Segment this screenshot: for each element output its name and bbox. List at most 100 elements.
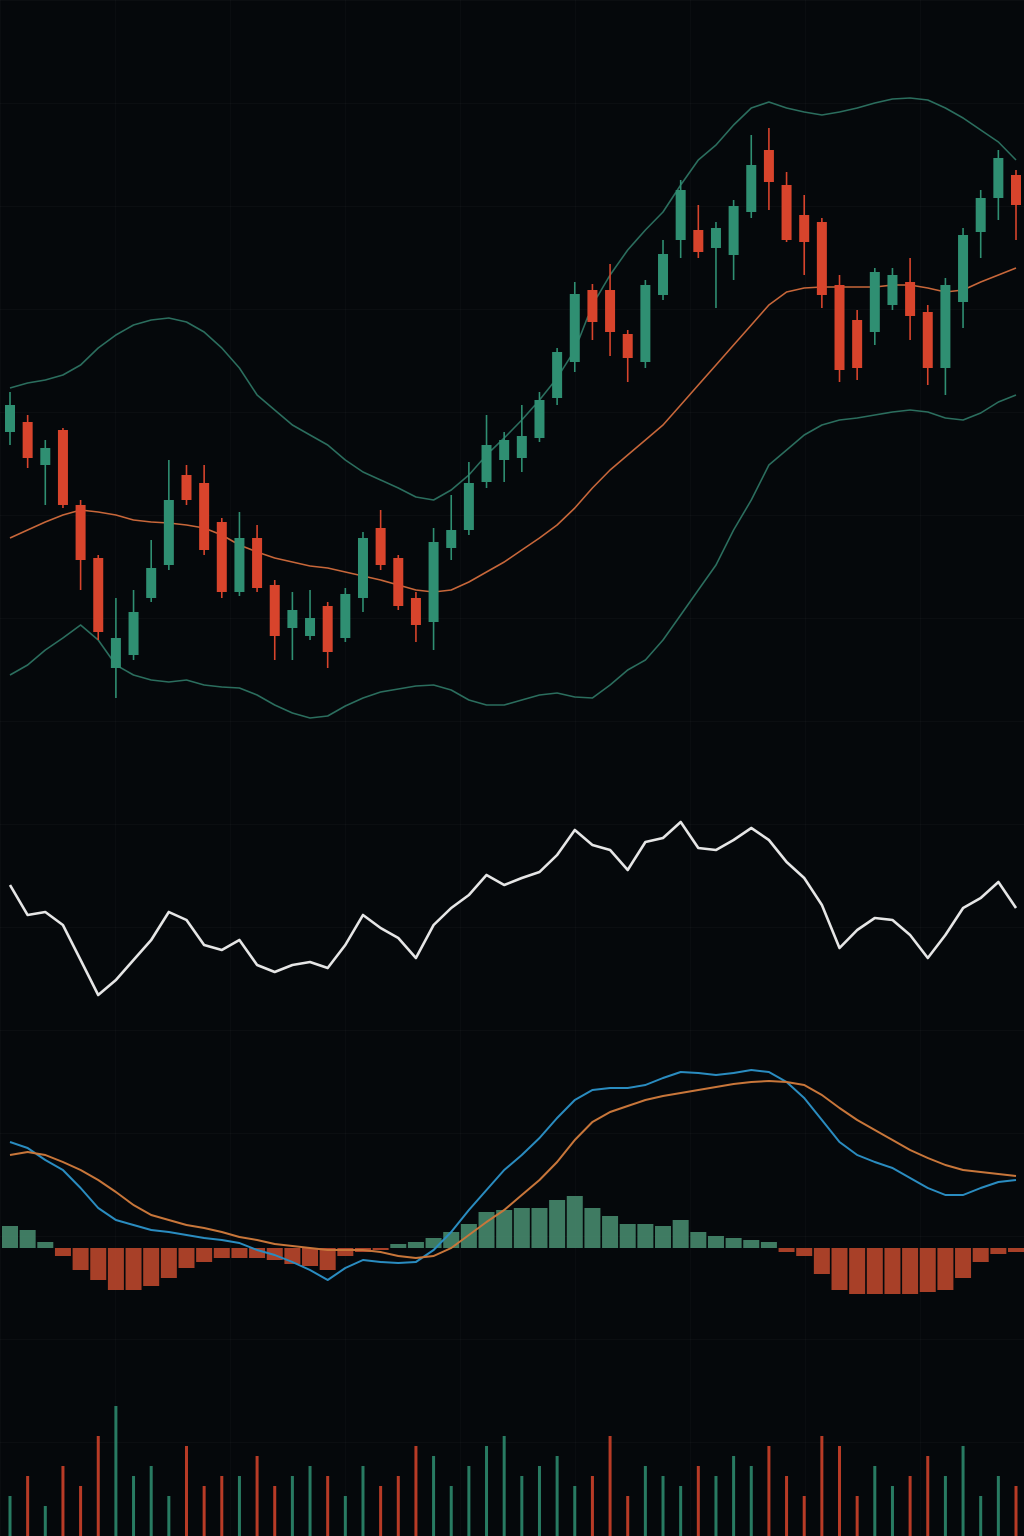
histogram-bar <box>619 1224 636 1248</box>
histogram-bar <box>107 1248 124 1290</box>
volume-bar <box>96 1436 100 1536</box>
histogram-bar <box>866 1248 883 1294</box>
volume-bar <box>996 1476 1000 1536</box>
candle-body <box>410 598 421 625</box>
candle-body <box>163 500 174 565</box>
candle-body <box>393 558 404 606</box>
volume-bar <box>8 1496 12 1536</box>
candle-body <box>552 352 563 398</box>
volume-bar <box>43 1506 47 1536</box>
histogram-bar <box>672 1220 689 1248</box>
candle-body <box>781 185 792 240</box>
candle-body <box>146 568 157 598</box>
volume-bar <box>149 1466 153 1536</box>
candle-body <box>887 275 898 305</box>
candle-body <box>110 638 121 668</box>
candle-body <box>181 475 192 500</box>
histogram-bar <box>160 1248 177 1278</box>
volume-bar <box>873 1466 877 1536</box>
candle-body <box>1011 175 1021 205</box>
volume-bar <box>926 1456 930 1536</box>
histogram-bar <box>213 1248 230 1258</box>
candle-body <box>746 165 757 212</box>
volume-bar <box>732 1456 736 1536</box>
indicator-line <box>9 267 1017 593</box>
candle-body <box>199 483 210 550</box>
histogram-bar <box>972 1248 989 1262</box>
histogram-bar <box>337 1248 354 1256</box>
candle-body <box>322 606 333 652</box>
candle-body <box>481 445 492 482</box>
candle-body <box>905 282 916 316</box>
volume-bar <box>61 1466 65 1536</box>
histogram-bar <box>1008 1248 1024 1252</box>
volume-bar <box>202 1486 206 1536</box>
volume-bar <box>820 1436 824 1536</box>
volume-bar <box>255 1456 259 1536</box>
volume-bar <box>502 1436 506 1536</box>
candle-body <box>693 230 704 252</box>
volume-bar <box>237 1476 241 1536</box>
candle-body <box>428 542 439 622</box>
histogram-bar <box>760 1242 777 1248</box>
indicator-line <box>9 1080 1017 1259</box>
candle-body <box>834 285 845 370</box>
histogram-bar <box>2 1226 18 1248</box>
candle-body <box>128 612 139 655</box>
histogram-bar <box>72 1248 89 1270</box>
volume-bar <box>643 1466 647 1536</box>
histogram-bar <box>690 1232 707 1248</box>
volume-bar <box>555 1456 559 1536</box>
candle-body <box>252 538 263 588</box>
histogram-bar <box>407 1242 424 1248</box>
candle-body <box>57 430 68 505</box>
volume-bar <box>661 1476 665 1536</box>
histogram-bar <box>425 1238 442 1248</box>
volume-bar <box>838 1446 842 1536</box>
histogram-bar <box>231 1248 248 1258</box>
volume-bar <box>26 1476 30 1536</box>
candle-body <box>569 294 580 362</box>
candle-body <box>534 400 545 438</box>
volume-bar <box>414 1446 418 1536</box>
volume-bar <box>79 1486 83 1536</box>
candle-body <box>710 228 721 248</box>
histogram-bar <box>919 1248 936 1292</box>
candle-body <box>816 222 827 295</box>
histogram-bar <box>566 1196 583 1248</box>
volume-bar <box>979 1496 983 1536</box>
volume-bar <box>573 1486 577 1536</box>
histogram-bar <box>549 1200 566 1248</box>
indicator-line <box>9 97 1017 501</box>
candle-body <box>340 594 351 638</box>
volume-bar <box>520 1476 524 1536</box>
volume-bar <box>908 1476 912 1536</box>
histogram-bar <box>178 1248 195 1268</box>
histogram-bar <box>884 1248 901 1294</box>
histogram-bar <box>707 1236 724 1248</box>
volume-bar <box>679 1486 683 1536</box>
candle-body <box>958 235 969 302</box>
candle-body <box>269 585 280 636</box>
histogram-bar <box>372 1248 389 1250</box>
candle-body <box>234 538 245 592</box>
histogram-bar <box>302 1248 319 1266</box>
volume-bar <box>890 1486 894 1536</box>
candle-body <box>287 610 298 628</box>
histogram-bar <box>849 1248 866 1294</box>
candle-body <box>869 272 880 332</box>
histogram-bar <box>496 1210 513 1248</box>
volume-bar <box>714 1476 718 1536</box>
candle-body <box>375 528 386 565</box>
candle-body <box>446 530 457 548</box>
histogram-bar <box>725 1238 742 1248</box>
histogram-bar <box>813 1248 830 1274</box>
volume-bar <box>696 1466 700 1536</box>
volume-bar <box>361 1466 365 1536</box>
candle-body <box>463 483 474 530</box>
histogram-bar <box>637 1224 654 1248</box>
candle-body <box>40 448 51 465</box>
candle-body <box>728 206 739 255</box>
histogram-bar <box>584 1208 601 1248</box>
histogram-bar <box>54 1248 71 1256</box>
